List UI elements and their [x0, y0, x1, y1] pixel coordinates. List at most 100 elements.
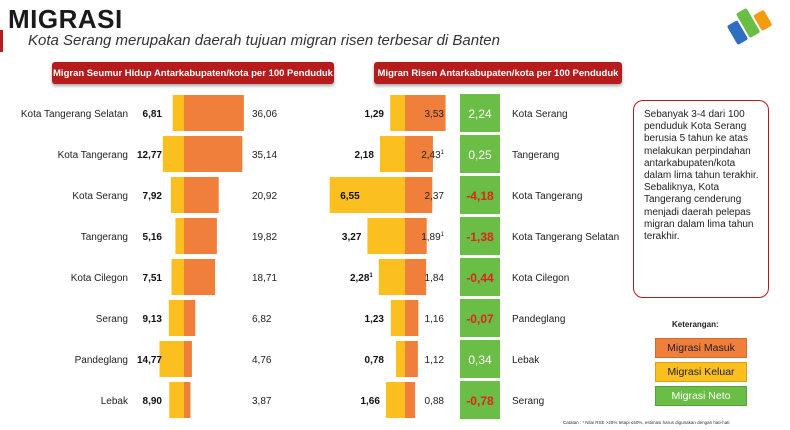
- category-label: Kota Tangerang: [58, 150, 128, 161]
- value-label-neto: -0,07: [466, 312, 494, 326]
- box-neto-kota-cilegon: [460, 258, 500, 296]
- value-label-keluar: 7,92: [143, 191, 163, 202]
- value-label-keluar: 5,16: [143, 232, 163, 243]
- value-label-keluar: 1,66: [360, 396, 380, 407]
- bar-masuk-pandeglang: [405, 300, 419, 336]
- note-paragraph-2: Sebaliknya, Kota Tangerang cenderung men…: [644, 182, 754, 243]
- value-label-masuk: 1,84: [425, 273, 445, 284]
- value-label-masuk: 19,82: [252, 232, 277, 243]
- bar-masuk-tangerang: [184, 218, 217, 254]
- category-label: Kota Tangerang Selatan: [21, 109, 128, 120]
- bar-masuk-kota-serang: [184, 177, 219, 213]
- bps-logo-icon: [727, 8, 772, 45]
- value-label-masuk: 0,88: [425, 396, 445, 407]
- value-label-masuk: 3,53: [425, 109, 445, 120]
- bar-masuk-kota-serang: [405, 95, 446, 131]
- category-label: Kota Cilegon: [71, 273, 128, 284]
- value-label-keluar: 14,77: [137, 355, 162, 366]
- value-label-keluar: 2,18: [354, 150, 374, 161]
- value-label-keluar: 8,90: [143, 396, 163, 407]
- bar-keluar-tangerang: [175, 218, 184, 254]
- category-label: Serang: [96, 314, 128, 325]
- bar-keluar-kota-cilegon: [378, 259, 405, 295]
- page-title: MIGRASI: [8, 4, 123, 34]
- value-label-keluar: 0,78: [365, 355, 385, 366]
- value-label-masuk: 1,16: [425, 314, 445, 325]
- category-label: Lebak: [512, 355, 540, 366]
- bar-masuk-kota-tangerang: [184, 136, 243, 172]
- value-label-masuk: 4,76: [252, 355, 272, 366]
- bar-keluar-kota-serang: [170, 177, 184, 213]
- value-label-masuk: 36,06: [252, 109, 277, 120]
- value-label-masuk: 35,14: [252, 150, 277, 161]
- bar-keluar-pandeglang: [159, 341, 184, 377]
- bar-keluar-pandeglang: [390, 300, 405, 336]
- value-label-keluar: 12,77: [137, 150, 162, 161]
- bar-keluar-serang: [168, 300, 184, 336]
- bar-masuk-lebak: [184, 382, 191, 418]
- bar-masuk-lebak: [405, 341, 418, 377]
- value-label-masuk: 18,71: [252, 273, 277, 284]
- bar-masuk-serang: [184, 300, 196, 336]
- value-label-masuk: 2,431: [421, 150, 444, 161]
- legend-migrasi-neto: Migrasi Neto: [655, 386, 747, 406]
- bar-keluar-kota-cilegon: [171, 259, 184, 295]
- left-chart-title: Migran Seumur Hidup Antarkabupaten/kota …: [52, 62, 334, 84]
- bar-keluar-kota-tangerang-selatan: [172, 95, 184, 131]
- value-label-keluar: 1,29: [365, 109, 385, 120]
- category-label: Pandeglang: [512, 314, 565, 325]
- value-label-neto: 0,34: [468, 353, 492, 367]
- value-label-keluar: 6,81: [143, 109, 163, 120]
- box-neto-kota-tangerang-selatan: [460, 217, 500, 255]
- value-label-neto: -1,38: [466, 230, 494, 244]
- bar-masuk-tangerang: [405, 136, 433, 172]
- box-neto-kota-serang: [460, 94, 500, 132]
- note-box: Sebanyak 3-4 dari 100 penduduk Kota Sera…: [633, 100, 769, 298]
- box-neto-lebak: [460, 340, 500, 378]
- category-label: Serang: [512, 396, 544, 407]
- value-label-keluar: 1,23: [365, 314, 385, 325]
- value-label-masuk: 6,82: [252, 314, 272, 325]
- category-label: Kota Serang: [72, 191, 128, 202]
- bar-masuk-pandeglang: [184, 341, 192, 377]
- category-label: Tangerang: [512, 150, 559, 161]
- value-label-neto: -4,18: [466, 189, 494, 203]
- bar-keluar-lebak: [169, 382, 184, 418]
- bar-keluar-kota-tangerang: [162, 136, 184, 172]
- legend-title: Keterangan:: [672, 320, 719, 329]
- bar-keluar-tangerang: [379, 136, 405, 172]
- value-label-neto: 2,24: [468, 107, 492, 121]
- value-label-keluar: 9,13: [143, 314, 163, 325]
- title-block: MIGRASI: [8, 4, 123, 34]
- value-label-masuk: 1,12: [425, 355, 445, 366]
- value-label-masuk: 20,92: [252, 191, 277, 202]
- bar-masuk-serang: [405, 382, 416, 418]
- value-label-keluar: 6,55: [340, 191, 360, 202]
- value-label-masuk: 1,891: [421, 232, 444, 243]
- box-neto-pandeglang: [460, 299, 500, 337]
- category-label: Kota Tangerang: [512, 191, 582, 202]
- value-label-masuk: 3,87: [252, 396, 272, 407]
- box-neto-serang: [460, 381, 500, 419]
- category-label: Lebak: [101, 396, 129, 407]
- value-label-neto: 0,25: [468, 148, 492, 162]
- value-label-keluar: 2,281: [350, 273, 373, 284]
- bar-keluar-serang: [385, 382, 405, 418]
- value-label-keluar: 3,27: [342, 232, 362, 243]
- bar-keluar-lebak: [396, 341, 405, 377]
- title-accent-bar: [0, 30, 3, 52]
- category-label: Kota Tangerang Selatan: [512, 232, 619, 243]
- legend-migrasi-masuk: Migrasi Masuk: [655, 338, 747, 358]
- value-label-neto: -0,44: [466, 271, 494, 285]
- bar-keluar-kota-tangerang-selatan: [367, 218, 405, 254]
- bar-keluar-kota-tangerang: [329, 177, 405, 213]
- page-subtitle: Kota Serang merupakan daerah tujuan migr…: [28, 32, 500, 49]
- bar-masuk-kota-cilegon: [405, 259, 427, 295]
- note-paragraph-1: Sebanyak 3-4 dari 100 penduduk Kota Sera…: [644, 109, 759, 182]
- value-label-neto: -0,78: [466, 394, 494, 408]
- category-label: Kota Serang: [512, 109, 568, 120]
- right-chart-title: Migran Risen Antarkabupaten/kota per 100…: [374, 62, 622, 84]
- bar-masuk-kota-cilegon: [184, 259, 216, 295]
- bar-masuk-kota-tangerang: [405, 177, 433, 213]
